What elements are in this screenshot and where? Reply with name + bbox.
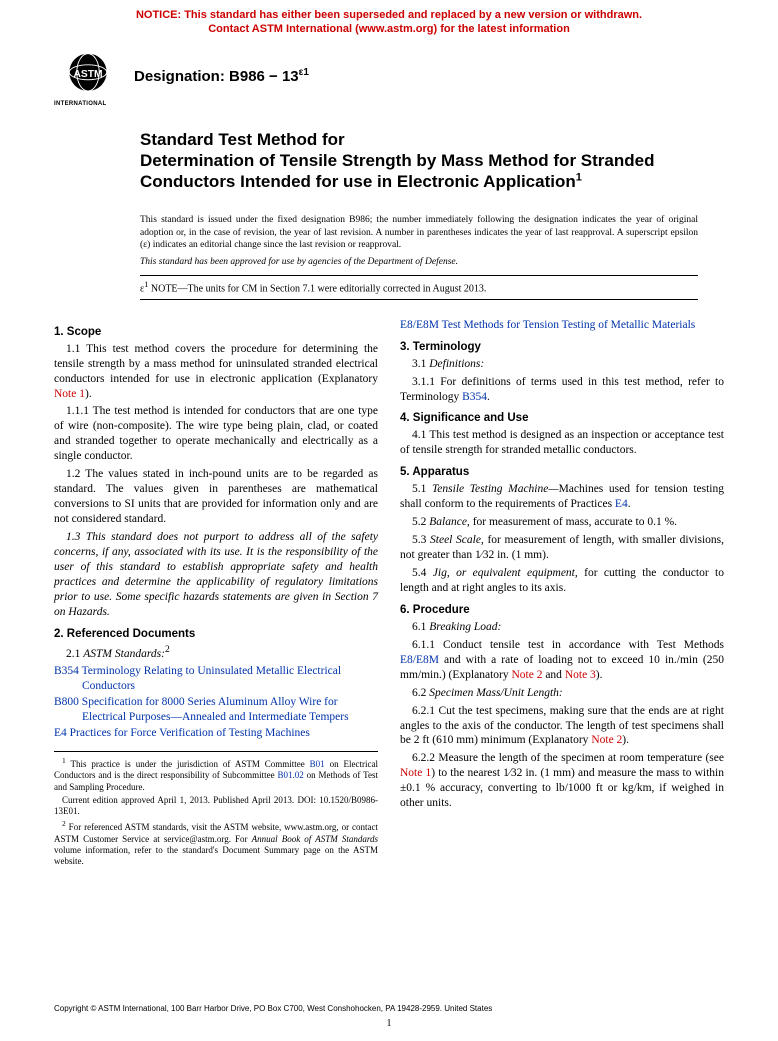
para-5-1: 5.1 Tensile Testing Machine—Machines use… bbox=[400, 482, 724, 512]
para-6-2-2: 6.2.2 Measure the length of the specimen… bbox=[400, 751, 724, 811]
scope-heading: 1. Scope bbox=[54, 326, 378, 338]
astm-logo: ASTM INTERNATIONAL bbox=[60, 51, 116, 101]
ref-e4[interactable]: E4 Practices for Force Verification of T… bbox=[54, 726, 378, 741]
para-5-4: 5.4 Jig, or equivalent equipment, for cu… bbox=[400, 566, 724, 596]
footnote-1: 1 This practice is under the jurisdictio… bbox=[54, 756, 378, 793]
designation: Designation: B986 − 13ε1 bbox=[134, 67, 309, 85]
notice-line2: Contact ASTM International (www.astm.org… bbox=[208, 23, 570, 35]
body-columns: 1. Scope 1.1 This test method covers the… bbox=[0, 300, 778, 870]
para-6-2: 6.2 Specimen Mass/Unit Length: bbox=[400, 686, 724, 701]
footnote-rule bbox=[54, 751, 378, 752]
note1-link[interactable]: Note 1 bbox=[54, 388, 85, 400]
ref-e8[interactable]: E8/E8M Test Methods for Tension Testing … bbox=[400, 318, 724, 333]
para-6-1: 6.1 Breaking Load: bbox=[400, 620, 724, 635]
apparatus-heading: 5. Apparatus bbox=[400, 466, 724, 478]
header: ASTM INTERNATIONAL Designation: B986 − 1… bbox=[0, 41, 778, 105]
procedure-heading: 6. Procedure bbox=[400, 604, 724, 616]
note3-link[interactable]: Note 3 bbox=[565, 669, 596, 681]
ref-b354[interactable]: B354 Terminology Relating to Uninsulated… bbox=[54, 664, 378, 694]
left-column: 1. Scope 1.1 This test method covers the… bbox=[54, 318, 378, 870]
link-e8[interactable]: E8/E8M bbox=[400, 654, 439, 666]
footnote-2: 2 For referenced ASTM standards, visit t… bbox=[54, 819, 378, 867]
para-5-3: 5.3 Steel Scale, for measurement of leng… bbox=[400, 533, 724, 563]
designation-code: B986 − 13 bbox=[229, 68, 299, 85]
para-1-3: 1.3 This standard does not purport to ad… bbox=[54, 530, 378, 620]
notice-line1: NOTICE: This standard has either been su… bbox=[136, 9, 642, 21]
svg-text:ASTM: ASTM bbox=[73, 69, 102, 80]
copyright-line: Copyright © ASTM International, 100 Barr… bbox=[54, 1004, 492, 1013]
link-b01[interactable]: B01 bbox=[310, 759, 325, 769]
link-e4[interactable]: E4 bbox=[615, 498, 628, 510]
title-line1: Standard Test Method for bbox=[140, 129, 718, 150]
para-3-1: 3.1 Definitions: bbox=[400, 357, 724, 372]
dod-approval-note: This standard has been approved for use … bbox=[0, 251, 778, 271]
para-1-2: 1.2 The values stated in inch-pound unit… bbox=[54, 467, 378, 527]
note2-link-b[interactable]: Note 2 bbox=[591, 734, 622, 746]
designation-prefix: Designation: bbox=[134, 68, 229, 85]
para-1-1: 1.1 This test method covers the procedur… bbox=[54, 342, 378, 402]
designation-epsilon: ε1 bbox=[299, 67, 309, 78]
para-6-1-1: 6.1.1 Conduct tensile test in accordance… bbox=[400, 638, 724, 683]
issuance-note: This standard is issued under the fixed … bbox=[0, 200, 778, 251]
refdocs-heading: 2. Referenced Documents bbox=[54, 628, 378, 640]
terminology-heading: 3. Terminology bbox=[400, 341, 724, 353]
para-5-2: 5.2 Balance, for measurement of mass, ac… bbox=[400, 515, 724, 530]
title-footnote-mark: 1 bbox=[576, 171, 582, 183]
superseded-notice: NOTICE: This standard has either been su… bbox=[0, 0, 778, 41]
significance-heading: 4. Significance and Use bbox=[400, 412, 724, 424]
title: Standard Test Method for Determination o… bbox=[0, 105, 778, 201]
epsilon-note: ε1 NOTE—The units for CM in Section 7.1 … bbox=[140, 275, 698, 299]
page-number: 1 bbox=[387, 1018, 392, 1029]
para-4-1: 4.1 This test method is designed as an i… bbox=[400, 428, 724, 458]
eps-body: NOTE—The units for CM in Section 7.1 wer… bbox=[148, 284, 486, 295]
para-2-1: 2.1 ASTM Standards:2 bbox=[54, 644, 378, 662]
footnote-1-cont: Current edition approved April 1, 2013. … bbox=[54, 795, 378, 818]
para-6-2-1: 6.2.1 Cut the test specimens, making sur… bbox=[400, 704, 724, 749]
right-column: E8/E8M Test Methods for Tension Testing … bbox=[400, 318, 724, 870]
note1-link-b[interactable]: Note 1 bbox=[400, 767, 431, 779]
link-b354[interactable]: B354 bbox=[462, 391, 487, 403]
note2-link[interactable]: Note 2 bbox=[511, 669, 542, 681]
para-1-1-1: 1.1.1 The test method is intended for co… bbox=[54, 404, 378, 464]
para-3-1-1: 3.1.1 For definitions of terms used in t… bbox=[400, 375, 724, 405]
ref-b800[interactable]: B800 Specification for 8000 Series Alumi… bbox=[54, 695, 378, 725]
logo-subtext: INTERNATIONAL bbox=[54, 101, 106, 107]
link-b01-02[interactable]: B01.02 bbox=[278, 770, 304, 780]
